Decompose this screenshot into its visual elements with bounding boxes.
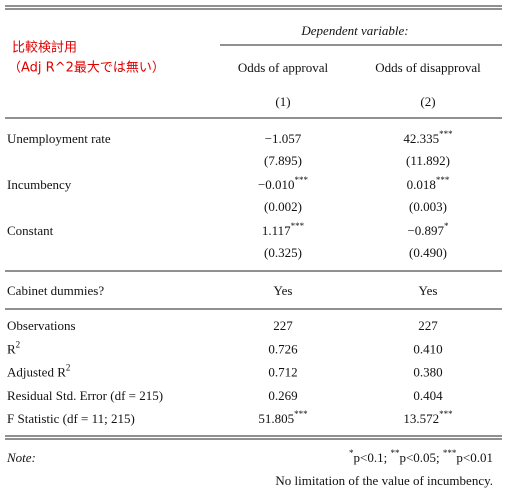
superscript: *** — [436, 175, 450, 185]
row-label: F Statistic (df = 11; 215) — [7, 411, 135, 426]
row-label: Constant — [7, 223, 54, 238]
superscript: * — [349, 448, 354, 458]
statistic: 227 — [418, 318, 438, 333]
estimate: 0.018*** — [407, 175, 450, 192]
superscript: * — [444, 221, 449, 231]
text-part: Residual Std. Error (df = 215) — [7, 388, 163, 403]
annotation: 比較検討用 — [12, 40, 77, 56]
text-part: −1.057 — [265, 131, 302, 146]
superscript: *** — [443, 448, 457, 458]
superscript: 2 — [66, 363, 71, 373]
text-part: 0.018 — [407, 177, 436, 192]
superscript: *** — [295, 175, 309, 185]
estimate: 42.335*** — [403, 129, 453, 146]
row-label: Observations — [7, 318, 76, 333]
note-text: No limitation of the value of incumbency… — [275, 473, 493, 488]
statistic: 0.726 — [268, 341, 298, 356]
column-number: (1) — [275, 94, 290, 109]
text-part: p<0.1; — [354, 450, 391, 465]
text-part: Observations — [7, 318, 76, 333]
text-part: 0.410 — [413, 341, 442, 356]
statistic: 0.410 — [413, 341, 442, 356]
text-part: R — [7, 341, 16, 356]
std-error: (11.892) — [406, 153, 450, 168]
estimate: −0.897* — [407, 221, 449, 238]
estimate: 1.117*** — [262, 221, 305, 238]
statistic: 0.404 — [413, 388, 443, 403]
statistic: 0.380 — [413, 365, 442, 380]
row-label: Residual Std. Error (df = 215) — [7, 388, 163, 403]
text-part: −0.010 — [258, 177, 295, 192]
text-part: 0.380 — [413, 365, 442, 380]
std-error: (7.895) — [264, 153, 302, 168]
column-header: Odds of disapproval — [375, 60, 481, 75]
statistic: 51.805*** — [258, 409, 308, 426]
text-part: 0.404 — [413, 388, 443, 403]
cell: Yes — [274, 283, 293, 298]
row-label: Incumbency — [7, 177, 72, 192]
column-number: (2) — [420, 94, 435, 109]
statistic: 227 — [273, 318, 293, 333]
note-significance: *p<0.1; **p<0.05; ***p<0.01 — [349, 448, 493, 465]
statistic: 0.269 — [268, 388, 297, 403]
estimate: −1.057 — [265, 131, 302, 146]
superscript: *** — [439, 129, 453, 139]
std-error: (0.002) — [264, 199, 302, 214]
row-label: R2 — [7, 339, 20, 356]
annotation: （Adj R^2最大では無い） — [8, 61, 165, 76]
note-label: Note: — [6, 450, 36, 465]
text-part: 13.572 — [403, 411, 439, 426]
cell: Yes — [419, 283, 438, 298]
statistic: 0.712 — [268, 365, 297, 380]
text-part: Adjusted R — [7, 365, 66, 380]
text-part: 227 — [273, 318, 293, 333]
std-error: (0.325) — [264, 245, 302, 260]
text-part: p<0.01 — [456, 450, 493, 465]
superscript: *** — [291, 221, 305, 231]
text-part: −0.897 — [407, 223, 444, 238]
text-part: p<0.05; — [399, 450, 442, 465]
superscript: *** — [439, 409, 453, 419]
text-part: 51.805 — [258, 411, 294, 426]
text-part: 42.335 — [403, 131, 439, 146]
superscript: ** — [390, 448, 400, 458]
superscript: *** — [294, 409, 308, 419]
text-part: 1.117 — [262, 223, 291, 238]
text-part: 0.269 — [268, 388, 297, 403]
text-part: 227 — [418, 318, 438, 333]
row-label: Unemployment rate — [7, 131, 111, 146]
std-error: (0.003) — [409, 199, 447, 214]
column-header: Odds of approval — [238, 60, 329, 75]
std-error: (0.490) — [409, 245, 447, 260]
row-label: Cabinet dummies? — [7, 283, 104, 298]
estimate: −0.010*** — [258, 175, 309, 192]
text-part: F Statistic (df = 11; 215) — [7, 411, 135, 426]
statistic: 13.572*** — [403, 409, 453, 426]
row-label: Adjusted R2 — [7, 363, 70, 380]
text-part: 0.712 — [268, 365, 297, 380]
text-part: 0.726 — [268, 341, 298, 356]
dependent-label: Dependent variable: — [300, 23, 408, 38]
superscript: 2 — [16, 339, 21, 349]
